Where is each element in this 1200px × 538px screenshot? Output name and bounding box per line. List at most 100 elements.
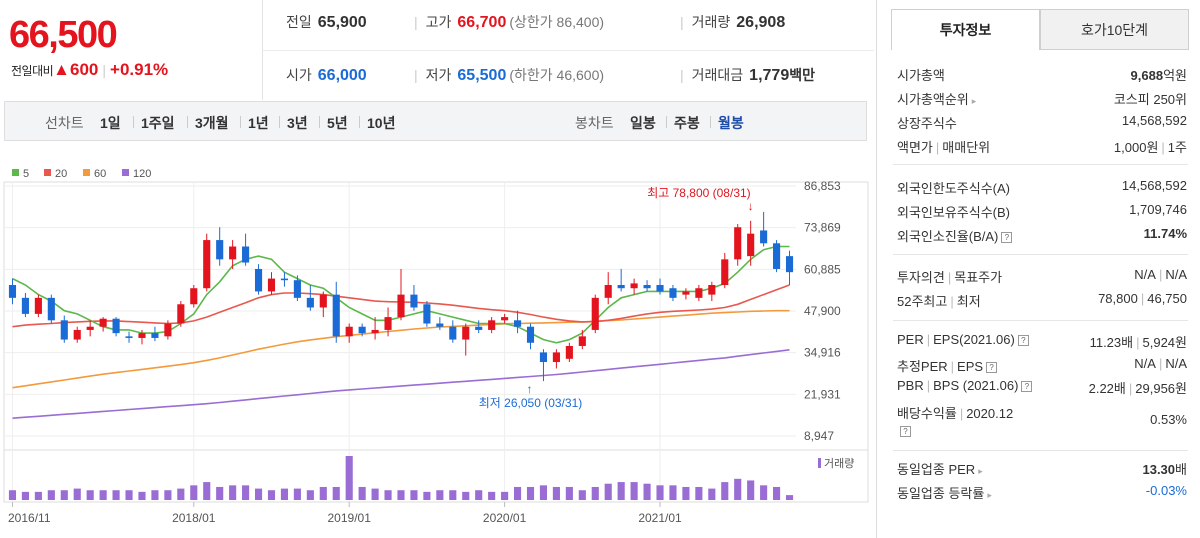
volume-bar xyxy=(319,486,327,500)
legend-label: 60 xyxy=(94,168,106,180)
52w-high-value: 78,800 xyxy=(1098,291,1138,306)
foreign-ratio-value: 11.74% xyxy=(1144,226,1187,241)
candle xyxy=(73,326,81,343)
volume-bar xyxy=(578,490,586,500)
candle xyxy=(462,323,470,356)
volume-value: 26,908 xyxy=(736,14,786,31)
row-foreign-limit: 외국인한도주식수(A) 14,568,592 xyxy=(897,178,1187,198)
face-value-value: 1,000원 | 1주 xyxy=(1113,140,1187,155)
candle xyxy=(99,317,107,332)
period-1w[interactable]: 1주일 xyxy=(141,115,175,131)
lower-limit: (하한가 46,600) xyxy=(509,67,605,83)
volume-bar xyxy=(436,490,444,500)
candle-weekly[interactable]: 주봉 xyxy=(674,115,700,131)
tab-orderbook[interactable]: 호가10단계 xyxy=(1040,9,1189,50)
candle xyxy=(475,320,483,334)
candle-body xyxy=(267,278,276,292)
period-3m[interactable]: 3개월 xyxy=(195,115,229,131)
stats-divider xyxy=(262,50,874,51)
candle xyxy=(617,268,625,292)
volume-legend-swatch xyxy=(818,458,821,468)
period-1d[interactable]: 1일 xyxy=(100,115,121,131)
candle xyxy=(229,240,237,269)
volume-bar xyxy=(99,490,107,500)
line-chart-label: 선차트 xyxy=(45,115,84,131)
bps-text: BPS (2021.06) xyxy=(933,378,1019,393)
volume-bar xyxy=(708,488,716,500)
market-cap-number: 9,688 xyxy=(1130,68,1164,83)
candle-body xyxy=(669,288,677,298)
stat-high: | 고가 66,700 (상한가 86,400) xyxy=(414,14,605,31)
period-5y[interactable]: 5년 xyxy=(327,115,348,131)
candle xyxy=(682,288,690,300)
candle-body xyxy=(86,326,94,330)
candle-body xyxy=(552,352,560,363)
candle-body xyxy=(254,268,263,292)
volume-bar xyxy=(332,486,340,500)
volume-bar xyxy=(565,486,573,500)
chevron-right-icon: ▸ xyxy=(987,490,992,500)
legend-swatch xyxy=(44,169,51,176)
tab-investment-info[interactable]: 투자정보 xyxy=(891,9,1040,50)
y-tick-label: 60,885 xyxy=(804,262,841,276)
row-industry-per[interactable]: 동일업종 PER ▸ 13.30배 xyxy=(897,459,1187,479)
candle-body xyxy=(332,294,340,337)
legend-swatch xyxy=(83,169,90,176)
candle xyxy=(112,317,120,337)
help-icon[interactable]: ? xyxy=(900,426,911,437)
eps-value-text: 5,924원 xyxy=(1142,335,1188,350)
candle-body xyxy=(371,329,379,334)
low-value: 65,500 xyxy=(457,67,507,84)
low-annotation: 최저 26,050 (03/31) xyxy=(479,396,582,410)
row-market-cap-rank[interactable]: 시가총액순위 ▸ 코스피 250위 xyxy=(897,89,1187,109)
foreign-ratio-number: 11.74% xyxy=(1143,226,1187,241)
period-1y[interactable]: 1년 xyxy=(248,115,269,131)
per-label: PER | EPS(2021.06)? xyxy=(897,332,1029,347)
candle xyxy=(436,317,444,330)
help-icon[interactable]: ? xyxy=(1017,335,1029,346)
volume-bar xyxy=(656,485,664,500)
help-icon[interactable]: ? xyxy=(1021,381,1033,392)
candle-body xyxy=(734,227,742,260)
candle-body xyxy=(280,278,289,281)
volume-bar xyxy=(462,491,470,500)
period-10y[interactable]: 10년 xyxy=(367,115,396,131)
volume-bar xyxy=(617,482,625,500)
volume-frame xyxy=(3,450,869,503)
candle-daily[interactable]: 일봉 xyxy=(630,115,656,131)
candle-body xyxy=(112,318,120,334)
industry-per-label: 동일업종 PER ▸ xyxy=(897,459,983,478)
candle-monthly[interactable]: 월봉 xyxy=(718,115,744,131)
volume-bar xyxy=(203,482,211,500)
section-divider xyxy=(893,254,1188,255)
candle xyxy=(280,272,289,287)
pbr-text: PBR xyxy=(897,378,924,393)
candle xyxy=(216,227,224,266)
help-icon[interactable]: ? xyxy=(1001,232,1013,243)
legend-label: 120 xyxy=(133,168,151,180)
legend-swatch xyxy=(12,169,19,176)
period-3y[interactable]: 3년 xyxy=(287,115,308,131)
row-opinion: 투자의견 | 목표주가 N/A | N/A xyxy=(897,267,1187,287)
row-industry-change[interactable]: 동일업종 등락률 ▸ -0.03% xyxy=(897,483,1187,503)
volume-chart: 거래량 2016/11 2018/01 2019/01 2020/01 2021/01 xyxy=(3,450,869,525)
prev-close-value: 65,900 xyxy=(317,14,367,31)
opinion-value-text: N/A xyxy=(1134,267,1156,282)
candle xyxy=(604,272,612,305)
candle xyxy=(384,307,392,337)
help-icon[interactable]: ? xyxy=(986,362,998,373)
candle xyxy=(539,349,548,382)
candle-body xyxy=(565,345,573,359)
row-per: PER | EPS(2021.06)? 11.23배 | 5,924원 xyxy=(897,332,1187,352)
industry-per-unit: 배 xyxy=(1175,462,1187,477)
open-value: 66,000 xyxy=(317,67,367,84)
volume-bar xyxy=(591,486,599,500)
per-value-text: 11.23배 xyxy=(1089,335,1134,350)
volume-bar xyxy=(86,490,94,500)
ma60-line xyxy=(12,309,790,389)
candle-body xyxy=(358,326,366,334)
volume-bar xyxy=(306,490,314,500)
eps-text: EPS(2021.06) xyxy=(933,332,1015,347)
row-foreign-hold: 외국인보유주식수(B) 1,709,746 xyxy=(897,202,1187,222)
eeps-text: EPS xyxy=(957,359,984,374)
